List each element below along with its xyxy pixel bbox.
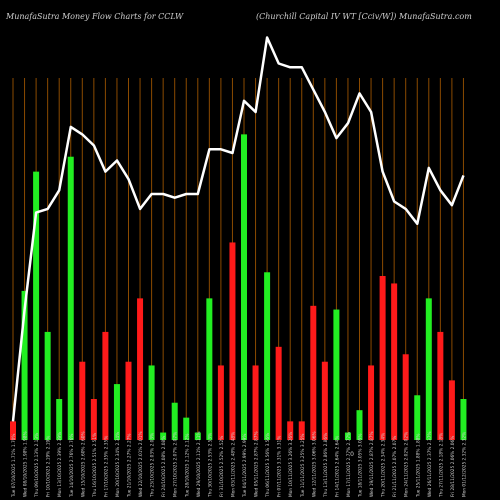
x-tick-label: Thu 27/11/2025 2.18% 2.18% bbox=[438, 433, 444, 498]
x-tick-label: Mon 01/12/2025 2.32% 2.32% bbox=[461, 432, 467, 497]
money-flow-bar bbox=[252, 365, 259, 440]
money-flow-bar bbox=[21, 290, 28, 440]
money-flow-bar bbox=[125, 361, 132, 440]
x-tick-label: Wed 22/10/2025 2.01% 2.01% bbox=[138, 431, 144, 497]
x-tick-label: Mon 13/10/2025 2.39% 2.39% bbox=[57, 432, 63, 497]
x-tick-label: Thu 30/10/2025 2.53% 2.53% bbox=[207, 433, 213, 498]
x-tick-label: Fri 24/10/2025 2.08% 2.08% bbox=[161, 436, 167, 497]
x-tick-label: Tue 25/11/2025 1.88% 1.88% bbox=[415, 433, 421, 498]
x-tick-label: Fri 28/11/2025 2.06% 2.06% bbox=[450, 436, 456, 497]
chart-title-right: (Churchill Capital IV WT [Cciv/W]) Munaf… bbox=[256, 12, 472, 21]
x-tick-label: Wed 08/10/2025 1.98% 1.98% bbox=[23, 431, 29, 497]
x-tick-label: Wed 19/11/2025 2.87% 2.87% bbox=[369, 431, 375, 497]
money-flow-bar bbox=[425, 298, 432, 440]
money-flow-bar bbox=[206, 298, 213, 440]
money-flow-bar bbox=[356, 410, 363, 440]
x-tick-label: Wed 05/11/2025 2.87% 2.87% bbox=[254, 431, 260, 497]
money-flow-bar bbox=[217, 365, 224, 440]
money-flow-bar bbox=[368, 365, 375, 440]
x-tick-label: Fri 21/11/2025 2.07% 2.07% bbox=[392, 436, 398, 497]
x-tick-label: Fri 10/10/2025 2.19% 2.19% bbox=[46, 436, 52, 497]
money-flow-bar bbox=[437, 331, 444, 440]
chart-title-left: MunafaSutra Money Flow Charts for CCLW bbox=[6, 12, 184, 21]
x-tick-label: Mon 10/11/2025 3.26% 3.26% bbox=[288, 432, 294, 497]
x-tick-labels: Tue 07/10/2025 1.71% 1.70% Wed 08/10/2025… bbox=[11, 431, 467, 498]
money-flow-bar bbox=[321, 361, 328, 440]
money-flow-bar bbox=[414, 395, 421, 440]
money-flow-bar bbox=[241, 134, 247, 440]
money-flow-bar bbox=[287, 421, 294, 440]
money-flow-bar bbox=[194, 432, 201, 440]
x-tick-label: Wed 26/11/2025 2.37% 2.37% bbox=[427, 431, 433, 497]
money-flow-bar bbox=[298, 421, 305, 440]
x-tick-label: Fri 17/10/2025 2.35% 2.35% bbox=[103, 436, 109, 497]
x-tick-label: Mon 17/11/2025 2.77% 2.77% bbox=[346, 432, 352, 497]
x-tick-label: Thu 13/11/2025 2.86% 2.86% bbox=[323, 433, 329, 498]
money-flow-bar bbox=[44, 331, 51, 440]
price-line bbox=[11, 36, 465, 422]
money-flow-bar bbox=[113, 384, 120, 440]
x-tick-label: Mon 24/11/2025 2.02% 2.02% bbox=[404, 432, 410, 497]
x-tick-label: Tue 07/10/2025 1.71% 1.70% bbox=[11, 433, 17, 498]
money-flow-bar bbox=[102, 331, 109, 440]
money-flow-bar bbox=[402, 354, 409, 440]
money-flow-bar bbox=[67, 156, 74, 440]
x-tick-label: Wed 15/10/2025 2.60% 2.60% bbox=[80, 431, 86, 497]
bars bbox=[10, 134, 467, 441]
money-flow-bar bbox=[264, 272, 271, 440]
money-flow-bar bbox=[183, 417, 190, 440]
money-flow-bar bbox=[137, 298, 144, 440]
x-tick-label: Tue 28/10/2025 2.12% 2.12% bbox=[184, 433, 190, 498]
money-flow-bar bbox=[171, 402, 178, 440]
x-tick-label: Thu 09/10/2025 2.13% 2.13% bbox=[34, 433, 40, 498]
axis-marker-label: 0 bbox=[350, 451, 354, 458]
x-tick-label: Fri 07/11/2025 3.31% 3.31% bbox=[277, 436, 283, 497]
x-tick-label: Tue 11/11/2025 3.25% 3.25% bbox=[300, 433, 306, 498]
money-flow-bar bbox=[79, 361, 86, 440]
money-flow-bar bbox=[460, 399, 467, 440]
x-tick-label: Mon 03/11/2025 2.48% 2.48% bbox=[230, 432, 236, 497]
money-flow-bar bbox=[333, 309, 340, 440]
money-flow-bar bbox=[33, 171, 40, 441]
x-tick-label: Mon 20/10/2025 2.34% 2.34% bbox=[115, 432, 121, 497]
x-tick-label: Fri 14/11/2025 2.64% 2.64% bbox=[334, 436, 340, 497]
x-tick-label: Mon 27/10/2025 2.07% 2.07% bbox=[173, 432, 179, 497]
money-flow-bar bbox=[379, 276, 386, 440]
x-tick-label: Tue 04/11/2025 2.99% 2.99% bbox=[242, 433, 248, 498]
x-tick-label: Thu 06/11/2025 3.56% 3.56% bbox=[265, 433, 271, 498]
money-flow-bar bbox=[56, 399, 63, 440]
money-flow-bar bbox=[275, 346, 282, 440]
x-tick-label: Wed 29/10/2025 2.11% 2.11% bbox=[196, 431, 202, 497]
x-tick-label: Thu 23/10/2025 2.03% 2.03% bbox=[150, 433, 156, 498]
x-tick-label: Thu 20/11/2025 2.34% 2.34% bbox=[381, 433, 387, 498]
money-flow-bar bbox=[391, 283, 398, 440]
x-tick-label: Tue 18/11/2025 3.05% 3.05% bbox=[358, 433, 364, 498]
x-tick-label: Tue 21/10/2025 2.27% 2.27% bbox=[127, 433, 133, 498]
money-flow-bar bbox=[229, 242, 236, 440]
x-tick-label: Fri 31/10/2025 2.52% 2.52% bbox=[219, 436, 225, 497]
money-flow-bar bbox=[344, 432, 351, 440]
x-tick-label: Tue 14/10/2025 2.76% 2.76% bbox=[69, 433, 75, 498]
money-flow-bar bbox=[148, 365, 155, 440]
money-flow-bar bbox=[448, 380, 455, 440]
x-tick-label: Wed 12/11/2025 3.06% 3.06% bbox=[311, 431, 317, 497]
money-flow-bar bbox=[160, 432, 167, 440]
money-flow-bar bbox=[310, 305, 317, 440]
money-flow-bar bbox=[10, 421, 16, 440]
x-tick-label: Thu 16/10/2025 2.51% 2.51% bbox=[92, 433, 98, 498]
money-flow-bar bbox=[90, 399, 97, 440]
